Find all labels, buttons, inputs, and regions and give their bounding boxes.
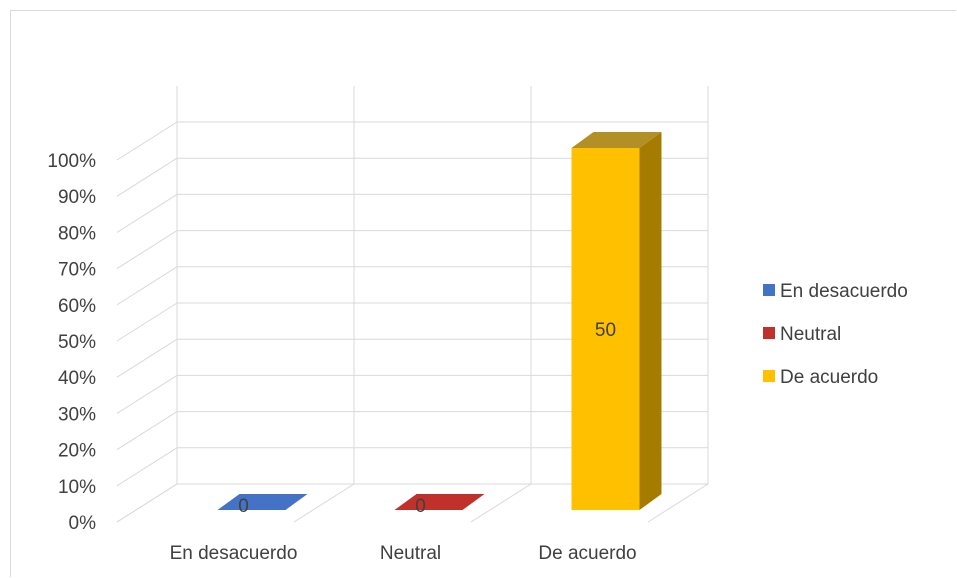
side-gridline [116, 157, 178, 197]
floor-line [293, 483, 355, 523]
data-label: 50 [595, 320, 616, 341]
legend-item: En desacuerdo [763, 281, 908, 302]
y-tick-label: 30% [58, 404, 96, 425]
y-axis-ticks: 0% 10% 20% 30% 40% 50% 60% 70% 80% 90% 100% [47, 151, 96, 534]
legend-item: De acuerdo [763, 367, 878, 388]
y-tick-label: 70% [58, 260, 96, 281]
legend-label: De acuerdo [780, 367, 878, 388]
bar-en-desacuerdo: 0 [217, 494, 308, 517]
side-gridline [116, 411, 178, 451]
side-gridline [116, 266, 178, 306]
data-label: 0 [238, 496, 249, 517]
bar-flat-top [217, 494, 308, 510]
x-category-label: De acuerdo [538, 543, 636, 564]
legend: En desacuerdo Neutral De acuerdo [763, 281, 908, 388]
bar-flat-top [394, 494, 485, 510]
bar-de-acuerdo: 50 [571, 132, 662, 510]
side-gridline [116, 193, 178, 233]
x-category-label: En desacuerdo [170, 543, 298, 564]
legend-label: En desacuerdo [780, 281, 908, 302]
y-tick-label: 0% [69, 513, 97, 534]
legend-swatch [763, 370, 775, 382]
bar-neutral: 0 [394, 494, 485, 517]
legend-swatch [763, 284, 775, 296]
legend-swatch [763, 327, 775, 339]
floor-line [470, 483, 532, 523]
bar-top [571, 132, 662, 148]
data-label: 0 [415, 496, 426, 517]
side-gridline [116, 121, 178, 161]
y-tick-label: 40% [58, 368, 96, 389]
side-gridline [116, 447, 178, 487]
side-wall-top-hidden [117, 86, 177, 160]
y-tick-label: 50% [58, 332, 96, 353]
y-tick-label: 80% [58, 223, 96, 244]
side-gridline [116, 374, 178, 414]
y-tick-label: 60% [58, 296, 96, 317]
legend-label: Neutral [780, 324, 841, 345]
side-gridline [116, 302, 178, 342]
bar-side [639, 132, 662, 510]
side-gridline [116, 230, 178, 270]
chart-frame [10, 10, 956, 577]
floor-line [647, 483, 709, 523]
bar-front [571, 148, 640, 510]
category-labels: En desacuerdo Neutral De acuerdo [170, 543, 637, 564]
bars: 0 0 50 [217, 132, 662, 517]
y-tick-label: 90% [58, 187, 96, 208]
legend-item: Neutral [763, 324, 841, 345]
side-gridline [116, 338, 178, 378]
y-tick-label: 100% [47, 151, 96, 172]
x-category-label: Neutral [380, 543, 441, 564]
floor-line [116, 483, 178, 523]
y-tick-label: 10% [58, 477, 96, 498]
y-tick-label: 20% [58, 441, 96, 462]
